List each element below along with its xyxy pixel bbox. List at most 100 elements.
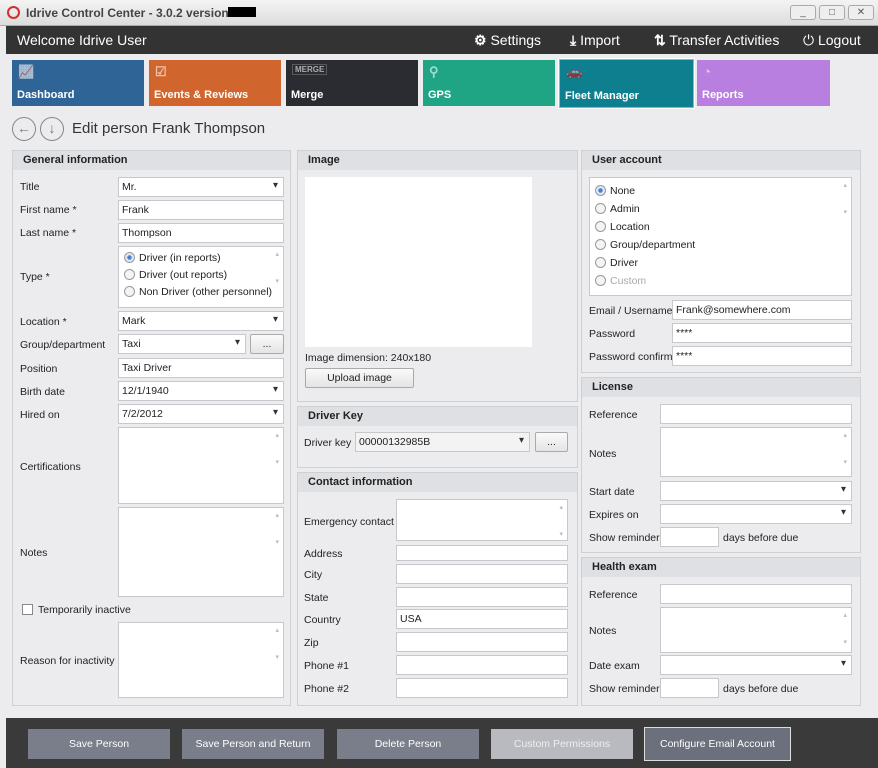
inactive-label: Temporarily inactive bbox=[38, 604, 131, 616]
title-bar: Idrive Control Center - 3.0.2 version - … bbox=[0, 0, 878, 26]
license-notes-textarea[interactable] bbox=[660, 427, 852, 477]
arrow-down-icon: ↓ bbox=[48, 120, 56, 136]
phone2-label: Phone #2 bbox=[304, 683, 349, 695]
account-radio-none[interactable]: None bbox=[595, 185, 635, 197]
license-notes-label: Notes bbox=[589, 448, 617, 460]
tile-gps[interactable]: ⚲ GPS bbox=[423, 60, 555, 106]
logout-button[interactable]: ⏻ Logout bbox=[803, 32, 861, 48]
account-radio-custom: Custom bbox=[595, 275, 646, 287]
import-button[interactable]: ⤓ Import bbox=[570, 32, 620, 48]
type-label: Type * bbox=[20, 271, 50, 283]
type-radio-driver-in[interactable]: Driver (in reports) bbox=[124, 252, 221, 264]
chart-icon: 📈 bbox=[18, 64, 35, 79]
birth-date-picker[interactable]: 12/1/1940 bbox=[118, 381, 284, 401]
transfer-activities-button[interactable]: ⇅ Transfer Activities bbox=[654, 32, 780, 48]
minimize-button[interactable]: _ bbox=[790, 5, 816, 20]
cars-icon: 🚗 bbox=[566, 64, 583, 79]
phone1-input[interactable] bbox=[396, 655, 568, 675]
health-notes-textarea[interactable] bbox=[660, 607, 852, 653]
close-button[interactable]: ✕ bbox=[848, 5, 874, 20]
certifications-textarea[interactable] bbox=[118, 427, 284, 504]
save-person-button[interactable]: Save Person bbox=[28, 729, 170, 759]
license-reference-label: Reference bbox=[589, 409, 638, 421]
driver-key-label: Driver key bbox=[304, 437, 352, 449]
health-reminder-input[interactable] bbox=[660, 678, 719, 698]
group-browse-button[interactable]: ... bbox=[250, 334, 284, 354]
birth-date-label: Birth date bbox=[20, 386, 65, 398]
certifications-label: Certifications bbox=[20, 461, 81, 473]
license-reference-input[interactable] bbox=[660, 404, 852, 424]
expires-label: Expires on bbox=[589, 509, 639, 521]
expires-picker[interactable] bbox=[660, 504, 852, 524]
driver-key-select[interactable]: 00000132985B bbox=[355, 432, 530, 452]
type-radio-group bbox=[118, 246, 284, 308]
account-radio-driver[interactable]: Driver bbox=[595, 257, 638, 269]
arrow-left-icon: ← bbox=[17, 120, 31, 136]
configure-email-button[interactable]: Configure Email Account bbox=[644, 727, 791, 761]
password-input[interactable]: **** bbox=[672, 323, 852, 343]
health-reference-input[interactable] bbox=[660, 584, 852, 604]
tile-fleet-manager[interactable]: 🚗 Fleet Manager bbox=[558, 58, 695, 109]
inactive-checkbox[interactable] bbox=[22, 604, 33, 615]
tile-merge[interactable]: MERGE Merge bbox=[286, 60, 418, 106]
back-button[interactable]: ← bbox=[12, 117, 36, 141]
redacted-version bbox=[228, 7, 256, 17]
panel-heading: Image bbox=[298, 151, 577, 170]
health-days-label: days before due bbox=[723, 683, 799, 695]
driver-key-browse-button[interactable]: ... bbox=[535, 432, 568, 452]
hired-on-picker[interactable]: 7/2/2012 bbox=[118, 404, 284, 424]
location-select[interactable]: Mark bbox=[118, 311, 284, 331]
date-exam-picker[interactable] bbox=[660, 655, 852, 675]
zip-input[interactable] bbox=[396, 632, 568, 652]
account-radio-location[interactable]: Location bbox=[595, 221, 650, 233]
phone2-input[interactable] bbox=[396, 678, 568, 698]
account-radio-group[interactable]: Group/department bbox=[595, 239, 695, 251]
type-radio-driver-out[interactable]: Driver (out reports) bbox=[124, 269, 227, 281]
country-input[interactable]: USA bbox=[396, 609, 568, 629]
group-select[interactable]: Taxi bbox=[118, 334, 246, 354]
panel-heading: General information bbox=[13, 151, 290, 170]
gear-icon: ⚙ bbox=[474, 32, 487, 48]
download-icon: ⤓ bbox=[570, 32, 577, 48]
first-name-input[interactable]: Frank bbox=[118, 200, 284, 220]
phone1-label: Phone #1 bbox=[304, 660, 349, 672]
tile-dashboard[interactable]: 📈 Dashboard bbox=[12, 60, 144, 106]
save-and-return-button[interactable]: Save Person and Return bbox=[182, 729, 324, 759]
panel-heading: Contact information bbox=[298, 473, 577, 492]
password-label: Password bbox=[589, 328, 636, 340]
emergency-contact-textarea[interactable] bbox=[396, 499, 568, 541]
last-name-input[interactable]: Thompson bbox=[118, 223, 284, 243]
page-title: Edit person Frank Thompson bbox=[72, 120, 266, 137]
down-button[interactable]: ↓ bbox=[40, 117, 64, 141]
start-date-picker[interactable] bbox=[660, 481, 852, 501]
type-radio-non-driver[interactable]: Non Driver (other personnel) bbox=[124, 286, 272, 298]
settings-button[interactable]: ⚙ Settings bbox=[474, 32, 542, 48]
map-pin-icon: ⚲ bbox=[429, 64, 439, 79]
license-reminder-input[interactable] bbox=[660, 527, 719, 547]
state-input[interactable] bbox=[396, 587, 568, 607]
delete-person-button[interactable]: Delete Person bbox=[337, 729, 479, 759]
panel-heading: License bbox=[582, 378, 860, 397]
notes-textarea[interactable] bbox=[118, 507, 284, 597]
tile-events-reviews[interactable]: ☑ Events & Reviews bbox=[149, 60, 281, 106]
country-label: Country bbox=[304, 614, 341, 626]
city-input[interactable] bbox=[396, 564, 568, 584]
password-confirm-input[interactable]: **** bbox=[672, 346, 852, 366]
hired-on-label: Hired on bbox=[20, 409, 60, 421]
merge-icon: MERGE bbox=[292, 64, 328, 75]
position-input[interactable]: Taxi Driver bbox=[118, 358, 284, 378]
reason-textarea[interactable] bbox=[118, 622, 284, 698]
email-input[interactable]: Frank@somewhere.com bbox=[672, 300, 852, 320]
address-input[interactable] bbox=[396, 545, 568, 561]
transfer-icon: ⇅ bbox=[654, 32, 666, 48]
upload-image-button[interactable]: Upload image bbox=[305, 368, 414, 388]
window-title: Idrive Control Center - 3.0.2 version - bbox=[26, 6, 237, 20]
state-label: State bbox=[304, 592, 329, 604]
account-radio-admin[interactable]: Admin bbox=[595, 203, 640, 215]
address-label: Address bbox=[304, 548, 343, 560]
tile-reports[interactable]: ◔ Reports bbox=[697, 60, 830, 106]
maximize-button[interactable]: □ bbox=[819, 5, 845, 20]
title-select[interactable]: Mr. bbox=[118, 177, 284, 197]
zip-label: Zip bbox=[304, 637, 319, 649]
last-name-label: Last name * bbox=[20, 227, 77, 239]
